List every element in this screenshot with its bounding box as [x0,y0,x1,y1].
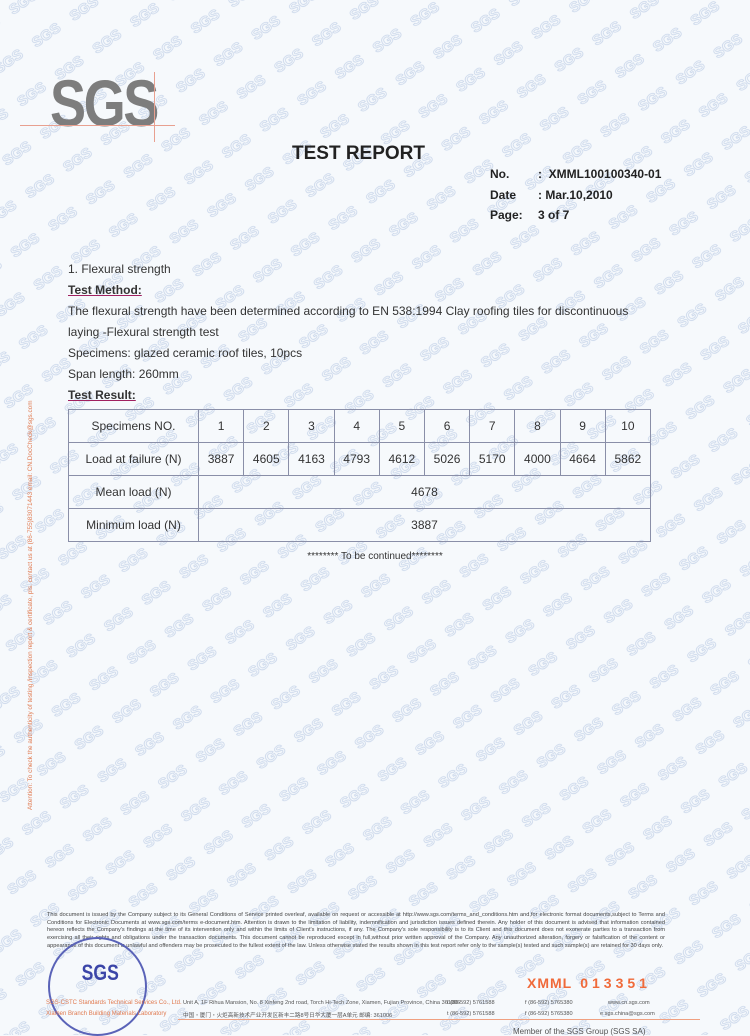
table-cell: 3887 [197,442,245,476]
table-cell: 4 [333,409,380,443]
table-cell: 9 [559,409,606,443]
table-cell: 4000 [514,442,561,476]
phone: t (86-592) 5761588 [447,1000,495,1006]
table-row: Load at failure (N) 3887 4605 4163 4793 … [68,442,652,476]
results-table: Specimens NO. 1 2 3 4 5 6 7 8 9 10 Load … [68,409,652,542]
phone: t (86-592) 5761588 [447,1011,495,1017]
table-cell: 1 [197,409,245,443]
table-row: Minimum load (N) 3887 [68,508,651,542]
table-cell: 6 [423,409,471,443]
table-cell: 2 [243,409,290,443]
table-cell: 3887 [198,508,651,542]
fax: f (86-592) 5765380 [525,1000,573,1006]
method-text: laying -Flexural strength test [68,325,219,339]
table-cell: 4163 [288,442,335,476]
row-header: Mean load (N) [68,475,199,509]
stamp-logo: SGS [81,960,119,985]
company-branch: Xiamen Branch Building Materials Laborat… [46,1011,167,1017]
fax: f (86-592) 5765380 [525,1011,573,1017]
method-heading: Test Method: [68,283,142,297]
disclaimer-text: This document is issued by the Company s… [47,912,665,949]
table-row: Specimens NO. 1 2 3 4 5 6 7 8 9 10 [68,409,652,443]
table-cell: 4664 [559,442,606,476]
specimens-text: Specimens: glazed ceramic roof tiles, 10… [68,346,303,360]
authenticity-note: Attention: To check the authenticity of … [27,400,34,810]
row-header: Specimens NO. [68,409,199,443]
table-cell: 5170 [469,442,516,476]
sgs-stamp [48,937,147,1036]
footer-rule [178,1019,700,1020]
serial-number: XMML 013351 [527,975,651,991]
table-cell: 3 [288,409,335,443]
table-cell: 5862 [604,442,652,476]
member-note: Member of the SGS Group (SGS SA) [513,1027,646,1036]
row-header: Load at failure (N) [68,442,199,476]
table-cell: 4605 [243,442,290,476]
report-page: Page: 3 of 7 [490,208,570,222]
span-text: Span length: 260mm [68,367,179,381]
table-cell: 4612 [378,442,425,476]
email-link[interactable]: e sgs.china@sgs.com [600,1011,655,1017]
table-cell: 5 [378,409,425,443]
section-heading: 1. Flexural strength [68,262,171,276]
result-heading: Test Result: [68,388,136,402]
address-cn: 中国・厦门・火炬高新技术产业开发区新丰二路8号日华大厦一层A单元 邮编: 361… [183,1013,393,1019]
table-cell: 10 [604,409,652,443]
logo-rule [20,125,175,126]
sgs-logo: SGS [50,66,159,140]
page-title: TEST REPORT [292,143,426,164]
table-cell: 8 [514,409,561,443]
row-header: Minimum load (N) [68,508,199,542]
website-link[interactable]: www.cn.sgs.com [608,1000,650,1006]
logo-rule [154,72,155,142]
report-date: Date: Mar.10,2010 [490,188,613,202]
table-cell: 4678 [198,475,651,509]
address-en: Unit A, 1F Rihua Mansion, No. 8 Xinfeng … [183,1000,461,1006]
company-name: SGS-CSTC Standards Technical Services Co… [46,1000,182,1006]
table-cell: 7 [469,409,516,443]
table-cell: 5026 [423,442,471,476]
report-number: No.: XMML100100340-01 [490,167,662,181]
method-text: The flexural strength have been determin… [68,304,629,318]
table-row: Mean load (N) 4678 [68,475,651,509]
table-cell: 4793 [333,442,380,476]
continued-note: ******** To be continued******** [307,551,443,562]
